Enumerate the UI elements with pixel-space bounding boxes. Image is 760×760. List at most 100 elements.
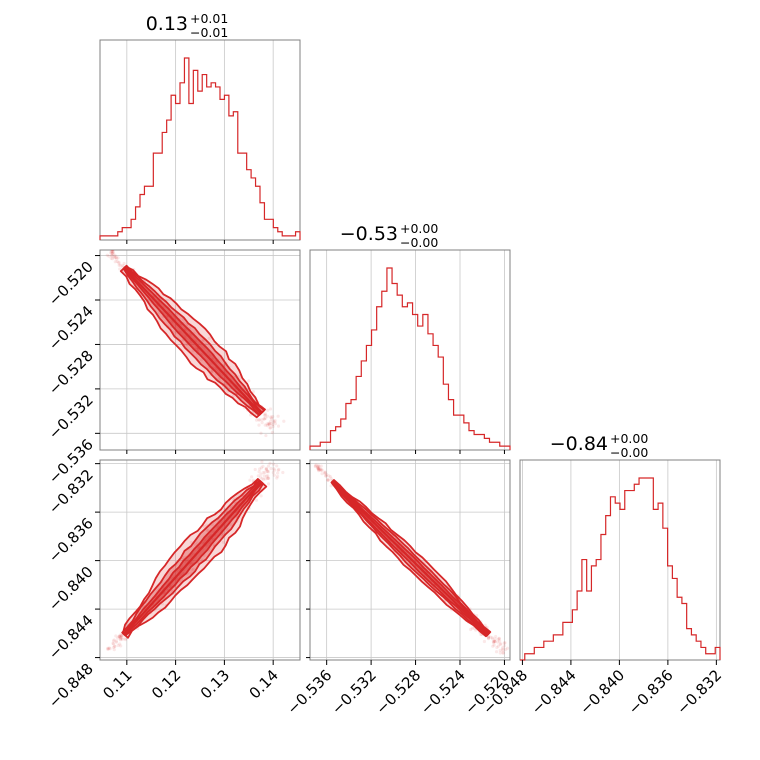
scatter-panel-0-2-point-56 (269, 466, 273, 471)
hist-panel-0 (99, 39, 301, 241)
scatter-panel-1-2-point-64 (320, 468, 324, 472)
scatter-panel-0-2-point-262 (275, 476, 279, 480)
scatter-panel-0-1-point-384 (266, 408, 270, 412)
scatter-panel-0-2-point-330 (248, 478, 252, 482)
scatter-panel-0-1-point-366 (268, 426, 272, 430)
scatter-panel-0-2-point-58 (271, 462, 276, 466)
scatter-panel-0-1-point-151 (267, 422, 271, 426)
scatter-panel-0-1-point-98 (259, 431, 263, 435)
scatter-panel-1-2 (309, 459, 511, 661)
xtick-label-0-0: 0.11 (99, 666, 135, 702)
scatter-panel-1-2-point-393 (501, 646, 505, 650)
scatter-panel-0-1-point-290 (273, 422, 278, 426)
scatter-panel-0-1-point-345 (269, 421, 273, 426)
scatter-panel-0-2-point-33 (118, 635, 122, 639)
scatter-panel-1-2-point-199 (469, 627, 473, 632)
scatter-panel-1-2-point-254 (498, 642, 502, 647)
scatter-panel-0-1-point-289 (114, 256, 118, 260)
scatter-panel-1-2-point-19 (324, 474, 328, 478)
scatter-panel-1-2-point-216 (314, 463, 318, 467)
scatter-panel-0-2-point-248 (250, 475, 254, 479)
scatter-panel-0-1-point-385 (254, 418, 259, 422)
scatter-panel-0-2-point-327 (114, 639, 118, 643)
scatter-panel-1-2-point-208 (496, 640, 500, 644)
scatter-panel-1-2-point-383 (486, 636, 491, 640)
scatter-panel-1-2-point-7 (316, 465, 320, 469)
scatter-panel-1-2-point-48 (329, 484, 333, 488)
scatter-panel-0-2-point-225 (266, 476, 271, 481)
scatter-panel-1-2-point-13 (498, 639, 502, 643)
scatter-panel-0-1-point-333 (116, 256, 120, 260)
scatter-panel-0-2-point-171 (112, 648, 116, 652)
histogram-step-2 (520, 477, 721, 661)
scatter-panel-1-2-point-363 (323, 470, 327, 474)
scatter-panel-1-2-point-29 (316, 467, 320, 471)
scatter-panel-0-1-point-112 (110, 251, 114, 255)
ytick-label-2-2: −0.840 (45, 563, 97, 615)
hist-panel-2 (519, 459, 721, 661)
scatter-panel-0-2-point-409 (265, 469, 270, 473)
scatter-panel-0-1-point-191 (269, 419, 273, 424)
scatter-panel-0-1-point-216 (184, 322, 189, 327)
scatter-panel-0-1-point-105 (265, 414, 270, 418)
scatter-panel-1-2-point-253 (329, 477, 333, 481)
scatter-panel-1-2-point-117 (316, 463, 321, 468)
param-title-upper-1: +0.00 (400, 221, 438, 236)
scatter-panel-1-2-point-252 (492, 641, 496, 645)
scatter-panel-0-2-point-140 (266, 482, 271, 486)
scatter-panel-1-2-point-400 (495, 645, 499, 650)
scatter-panel-0-2-point-335 (266, 476, 270, 480)
scatter-panel-0-1-point-197 (199, 358, 204, 362)
scatter-panel-1-2-point-69 (486, 635, 491, 640)
scatter-panel-0-2-point-230 (119, 634, 123, 638)
scatter-panel-0-1-point-95 (276, 414, 280, 418)
scatter-panel-0-1-point-75 (113, 253, 117, 257)
scatter-panel-0-2-point-143 (260, 460, 264, 464)
scatter-panel-0-1-point-106 (122, 261, 126, 266)
scatter-panel-0-2-point-229 (111, 642, 116, 646)
xtick-label-1-3: −0.524 (417, 666, 469, 718)
scatter-panel-0-2-point-80 (120, 634, 124, 638)
scatter-panel-0-2-point-68 (202, 525, 207, 529)
xtick-label-2-2: −0.840 (576, 666, 628, 718)
param-title-median-1: −0.53 (340, 223, 398, 245)
scatter-panel-0-1 (99, 249, 301, 451)
scatter-panel-0-2-point-146 (275, 474, 280, 478)
scatter-panel-0-2-point-306 (111, 639, 116, 643)
scatter-panel-1-2-point-399 (505, 646, 510, 650)
scatter-panel-0-2-point-411 (118, 637, 123, 641)
scatter-panel-0-1-point-85 (107, 254, 111, 258)
scatter-panel-0-2-point-220 (254, 498, 259, 502)
histogram-step-1 (309, 267, 511, 450)
scatter-panel-0-2-point-78 (277, 467, 281, 472)
histogram-step-0 (99, 57, 301, 240)
scatter-panel-1-2-point-27 (502, 644, 506, 648)
scatter-panel-0-2-point-263 (118, 642, 122, 646)
scatter-panel-1-2-point-45 (326, 478, 330, 482)
scatter-panel-1-2-point-321 (317, 464, 321, 469)
scatter-panel-1-2-point-389 (320, 472, 324, 476)
scatter-panel-0-1-point-316 (269, 416, 273, 420)
scatter-panel-0-1-marks (105, 250, 286, 438)
scatter-panel-1-2-point-259 (497, 637, 501, 641)
param-title-upper-2: +0.00 (610, 431, 648, 446)
scatter-panel-0-1-point-164 (207, 336, 211, 340)
scatter-panel-0-2-point-154 (114, 640, 119, 644)
ytick-label-1-2: −0.528 (45, 347, 97, 399)
scatter-panel-0-1-point-34 (109, 256, 113, 260)
scatter-panel-0-1-point-360 (262, 413, 267, 417)
scatter-panel-1-2-point-171 (325, 473, 329, 477)
scatter-panel-0-2-point-276 (106, 646, 110, 650)
scatter-panel-0-1-point-160 (258, 418, 262, 422)
scatter-panel-1-2-point-352 (318, 467, 322, 471)
scatter-panel-0-1-point-293 (231, 394, 235, 398)
scatter-panel-0-1-point-235 (265, 424, 269, 428)
scatter-panel-0-2-point-61 (281, 470, 285, 475)
scatter-panel-0-2-point-65 (123, 637, 127, 641)
scatter-panel-0-2-point-175 (119, 644, 123, 648)
scatter-panel-0-2-point-347 (265, 469, 269, 474)
scatter-panel-1-2-point-227 (327, 474, 331, 478)
scatter-panel-1-2-point-241 (323, 470, 327, 475)
scatter-panel-1-2-point-279 (491, 640, 495, 644)
